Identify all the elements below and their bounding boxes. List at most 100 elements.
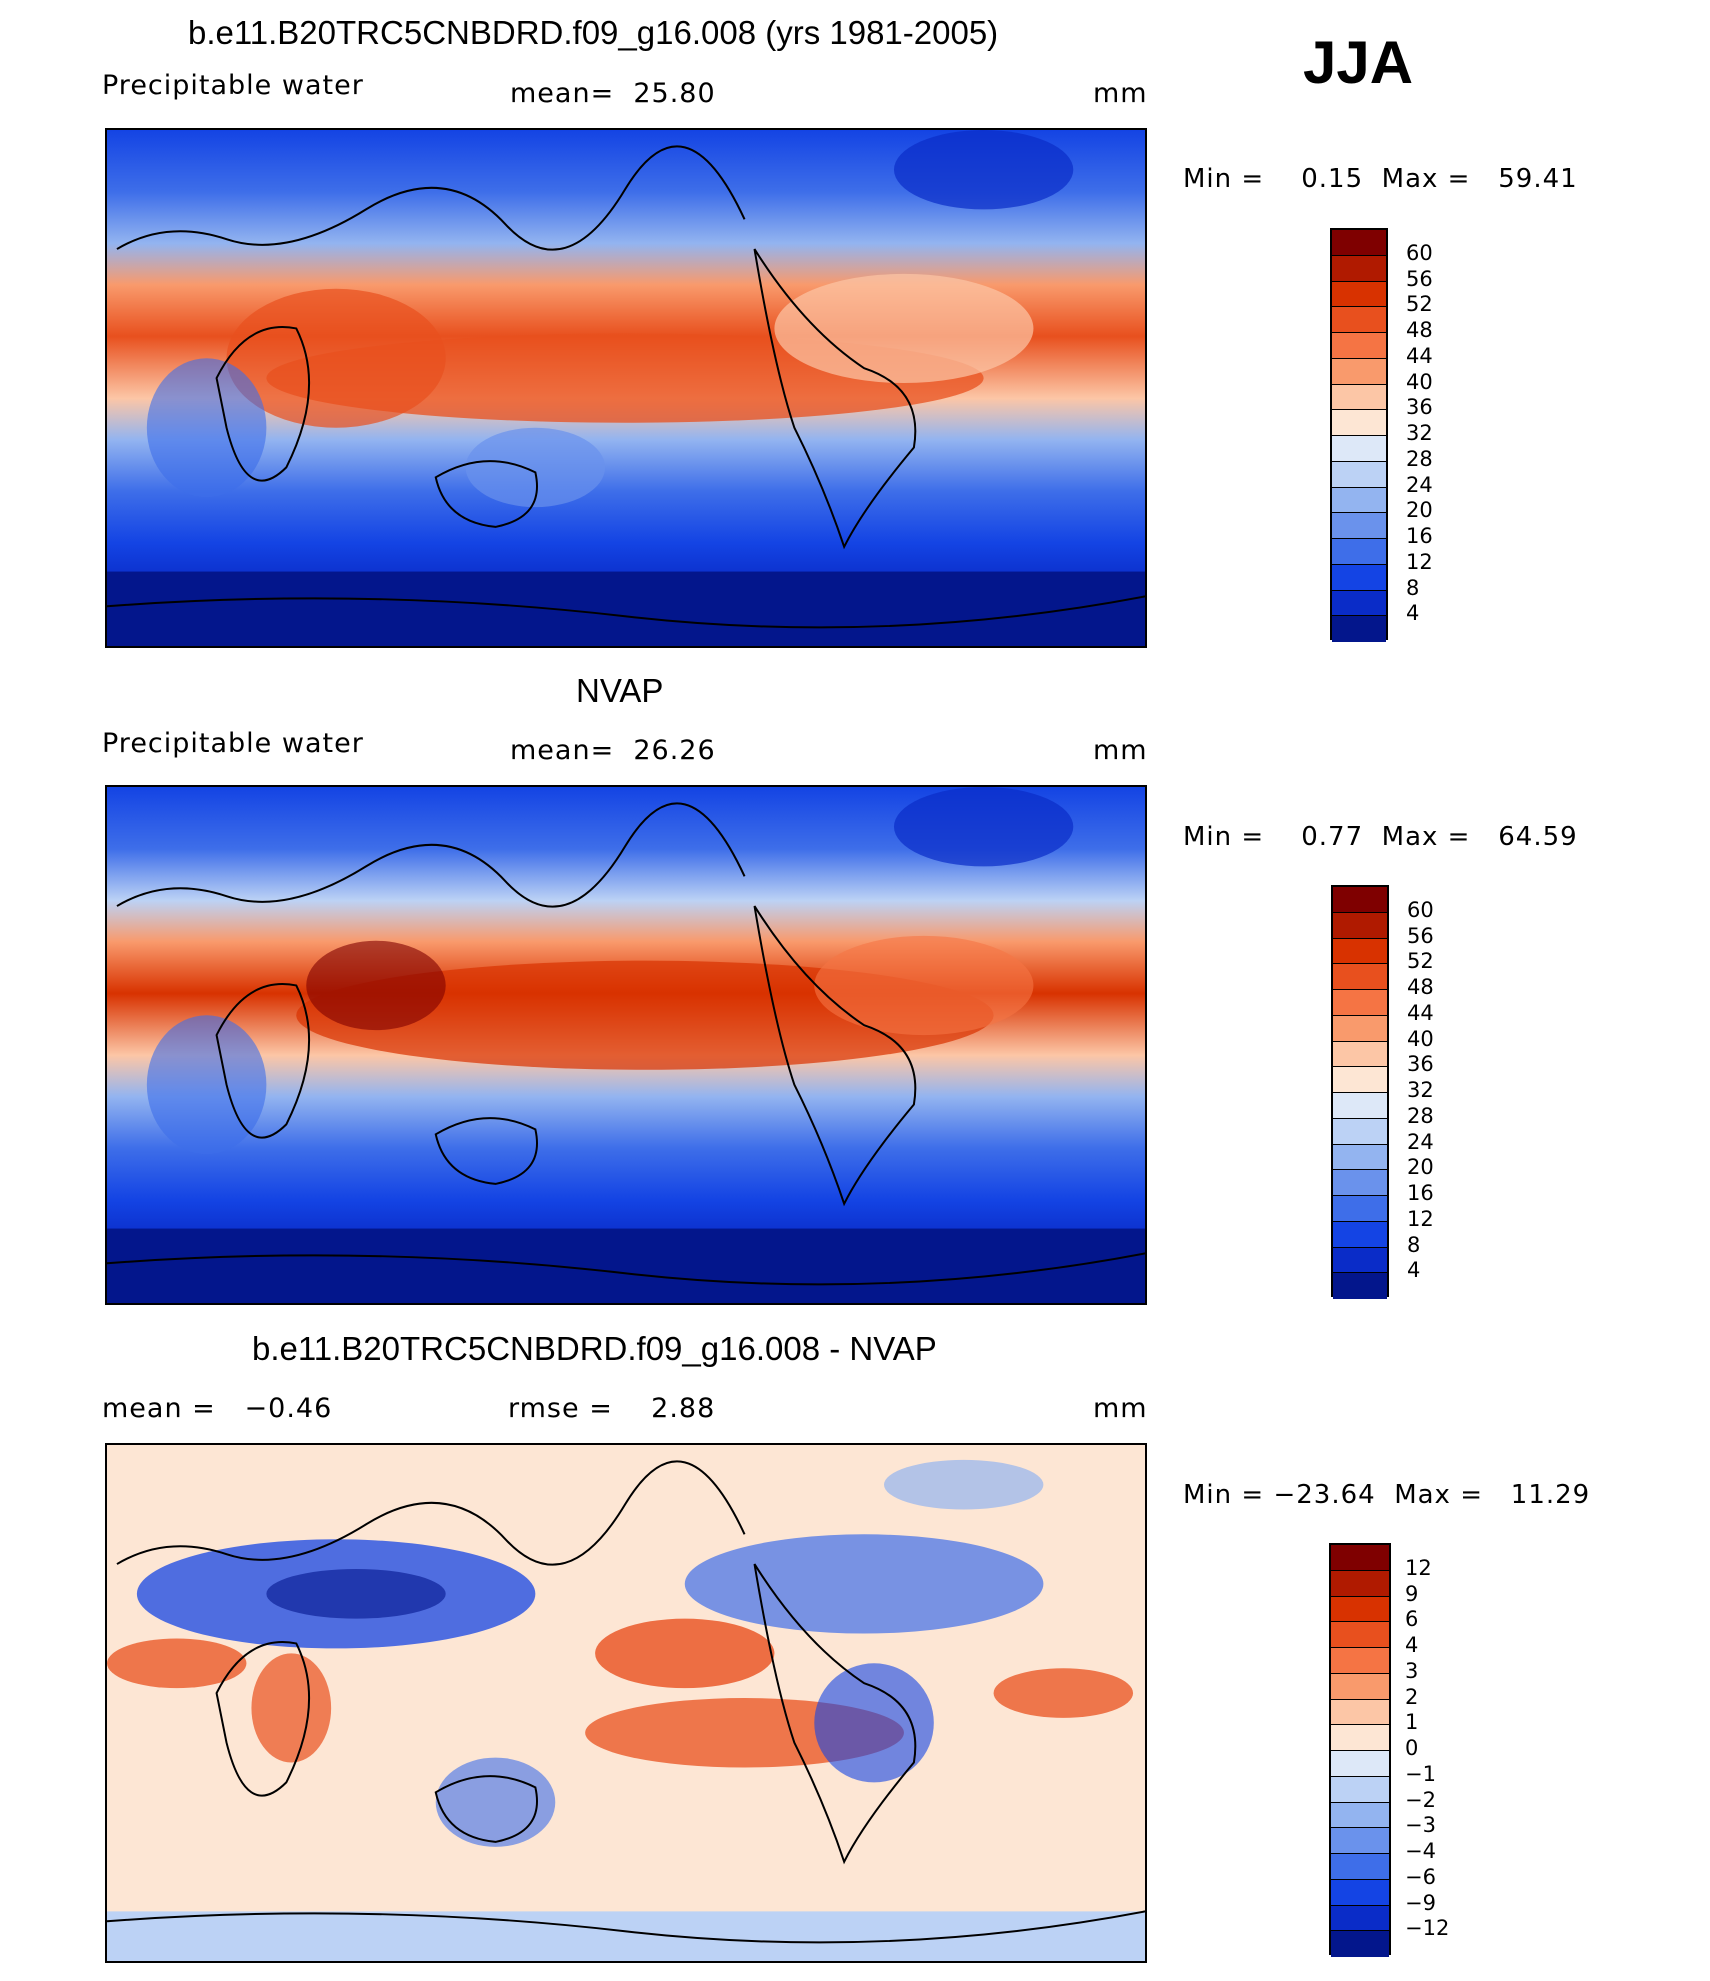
colorbar-tick-label: 8 bbox=[1406, 575, 1420, 600]
colorbar-swatch bbox=[1331, 1854, 1389, 1880]
colorbar-swatch bbox=[1332, 333, 1386, 359]
season-label: JJA bbox=[1303, 29, 1414, 96]
colorbar-swatch bbox=[1333, 1196, 1387, 1222]
colorbar-tick-label: 2 bbox=[1405, 1684, 1419, 1709]
colorbar-swatch bbox=[1333, 938, 1387, 965]
colorbar-swatch bbox=[1333, 887, 1387, 913]
colorbar-tick-label: 52 bbox=[1407, 949, 1434, 974]
colorbar-swatch bbox=[1332, 358, 1386, 385]
colorbar-swatch bbox=[1332, 281, 1386, 308]
panel-2-field-label: Precipitable water bbox=[102, 728, 364, 759]
panel-3-rmse: rmse = 2.88 bbox=[508, 1393, 716, 1424]
colorbar-tick-label: 9 bbox=[1405, 1581, 1419, 1606]
colorbar-swatch bbox=[1332, 513, 1386, 539]
colorbar-swatch bbox=[1331, 1931, 1389, 1957]
colorbar-tick-label: 40 bbox=[1407, 1026, 1434, 1051]
colorbar-tick-label: −12 bbox=[1405, 1916, 1450, 1941]
colorbar-tick-label: 0 bbox=[1405, 1736, 1419, 1760]
colorbar-swatch bbox=[1333, 1067, 1387, 1093]
colorbar-tick-label: 24 bbox=[1406, 472, 1433, 497]
colorbar-swatch bbox=[1333, 912, 1387, 939]
colorbar-tick-label: 28 bbox=[1406, 446, 1433, 471]
colorbar-swatch bbox=[1333, 1247, 1387, 1274]
colorbar-tick-label: 48 bbox=[1407, 975, 1434, 999]
panel-2-map bbox=[105, 785, 1147, 1305]
colorbar-swatch bbox=[1333, 1015, 1387, 1042]
colorbar-swatch bbox=[1333, 1041, 1387, 1068]
colorbar-tick-label: −9 bbox=[1405, 1890, 1436, 1915]
panel-1-mean: mean= 25.80 bbox=[510, 78, 716, 109]
colorbar-tick-label: 32 bbox=[1406, 421, 1433, 445]
colorbar-swatch bbox=[1333, 1093, 1387, 1119]
colorbar-swatch bbox=[1331, 1699, 1389, 1726]
colorbar-swatch bbox=[1332, 487, 1386, 514]
colorbar-tick-label: 12 bbox=[1407, 1206, 1434, 1231]
panel-3-minmax: Min = −23.64 Max = 11.29 bbox=[1183, 1480, 1591, 1510]
colorbar-swatch bbox=[1333, 1273, 1387, 1299]
colorbar-swatch bbox=[1332, 230, 1386, 256]
panel-3-units: mm bbox=[1093, 1393, 1148, 1424]
colorbar-swatch bbox=[1332, 539, 1386, 565]
colorbar-tick-label: 60 bbox=[1407, 897, 1434, 922]
colorbar-tick-label: 56 bbox=[1407, 923, 1434, 948]
colorbar-tick-label: −4 bbox=[1405, 1839, 1436, 1863]
colorbar-tick-label: 4 bbox=[1407, 1258, 1421, 1283]
colorbar-tick-label: 4 bbox=[1405, 1633, 1419, 1657]
colorbar-swatch bbox=[1331, 1545, 1389, 1571]
colorbar-swatch bbox=[1332, 616, 1386, 642]
colorbar-tick-label: 28 bbox=[1407, 1103, 1434, 1128]
colorbar-tick-label: −1 bbox=[1405, 1761, 1436, 1786]
colorbar-swatch bbox=[1331, 1622, 1389, 1648]
colorbar-swatch bbox=[1333, 964, 1387, 990]
colorbar-tick-label: 3 bbox=[1405, 1658, 1419, 1683]
panel-3-map bbox=[105, 1443, 1147, 1963]
colorbar-swatch bbox=[1332, 255, 1386, 282]
colorbar-swatch bbox=[1332, 307, 1386, 333]
colorbar-swatch bbox=[1332, 564, 1386, 591]
colorbar-swatch bbox=[1333, 1170, 1387, 1196]
colorbar-tick-label: 44 bbox=[1407, 1000, 1434, 1025]
panel-1-map bbox=[105, 128, 1147, 648]
colorbar-swatch bbox=[1331, 1570, 1389, 1597]
colorbar-tick-label: −6 bbox=[1405, 1864, 1436, 1889]
panel-3-contour-field bbox=[107, 1445, 1145, 1961]
colorbar-tick-label: 16 bbox=[1407, 1181, 1434, 1205]
colorbar-swatch bbox=[1332, 410, 1386, 436]
colorbar-tick-label: 4 bbox=[1406, 601, 1420, 626]
colorbar-swatch bbox=[1332, 384, 1386, 411]
panel-2-units: mm bbox=[1093, 735, 1148, 766]
colorbar-swatch bbox=[1332, 461, 1386, 488]
panel-1-units: mm bbox=[1093, 78, 1148, 109]
colorbar-tick-label: 40 bbox=[1406, 369, 1433, 394]
colorbar-tick-label: 56 bbox=[1406, 266, 1433, 291]
colorbar-tick-label: 36 bbox=[1407, 1052, 1434, 1077]
colorbar-tick-label: 24 bbox=[1407, 1129, 1434, 1154]
colorbar-swatch bbox=[1331, 1828, 1389, 1854]
colorbar-tick-label: 48 bbox=[1406, 318, 1433, 342]
panel-1-title: b.e11.B20TRC5CNBDRD.f09_g16.008 (yrs 198… bbox=[188, 14, 999, 51]
colorbar-tick-label: 6 bbox=[1405, 1607, 1419, 1632]
colorbar-swatch bbox=[1333, 1221, 1387, 1248]
colorbar-tick-label: 36 bbox=[1406, 395, 1433, 420]
colorbar-tick-label: 16 bbox=[1406, 524, 1433, 548]
colorbar-tick-label: 20 bbox=[1406, 498, 1433, 523]
panel-3-title: b.e11.B20TRC5CNBDRD.f09_g16.008 - NVAP bbox=[252, 1330, 937, 1367]
colorbar-swatch bbox=[1333, 1118, 1387, 1145]
colorbar-swatch bbox=[1333, 990, 1387, 1016]
colorbar-tick-label: 8 bbox=[1407, 1232, 1421, 1257]
colorbar-tick-label: 52 bbox=[1406, 292, 1433, 317]
colorbar-swatch bbox=[1331, 1673, 1389, 1700]
colorbar-tick-label: −3 bbox=[1405, 1813, 1436, 1838]
colorbar-swatch bbox=[1332, 436, 1386, 462]
colorbar-swatch bbox=[1331, 1905, 1389, 1932]
colorbar-swatch bbox=[1331, 1596, 1389, 1623]
colorbar-tick-label: 20 bbox=[1407, 1155, 1434, 1180]
panel-2-contour-field bbox=[107, 787, 1145, 1303]
colorbar-swatch bbox=[1333, 1144, 1387, 1171]
colorbar-tick-label: 12 bbox=[1406, 549, 1433, 574]
panel-2-mean: mean= 26.26 bbox=[510, 735, 716, 766]
panel-2-colorbar-swatches bbox=[1331, 885, 1389, 1299]
panel-2-minmax: Min = 0.77 Max = 64.59 bbox=[1183, 822, 1578, 852]
colorbar-tick-label: 32 bbox=[1407, 1078, 1434, 1102]
panel-1-minmax: Min = 0.15 Max = 59.41 bbox=[1183, 164, 1578, 194]
